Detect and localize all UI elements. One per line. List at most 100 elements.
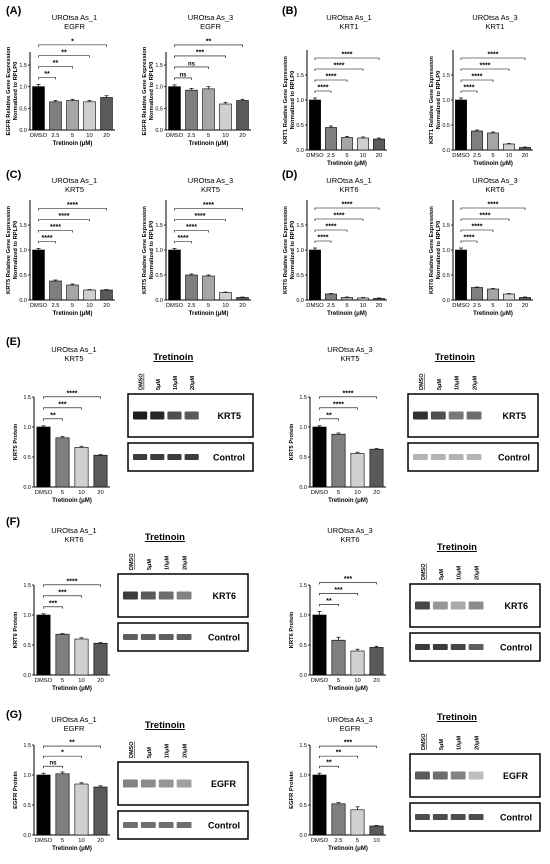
y-tick-label: 1.5	[19, 63, 27, 69]
y-tick-label: 0.5	[442, 123, 450, 129]
target-label: KRT5	[502, 411, 526, 421]
lane-label: 5μM	[147, 559, 153, 570]
target-band	[415, 771, 430, 780]
significance-bracket	[319, 745, 377, 749]
lane-label: 10μM	[165, 556, 171, 570]
chart-title: UROtsa As_3	[188, 13, 233, 22]
significance-label: **	[336, 750, 342, 757]
y-axis-label: Normalized to RPLP0	[149, 62, 155, 121]
lane-label: 5μM	[147, 747, 153, 758]
panel-label-d: (D)	[282, 169, 298, 181]
y-tick-label: 0.5	[299, 455, 307, 461]
y-axis-label: EGFR Relative Gene Expression	[6, 46, 12, 135]
bar	[503, 143, 515, 151]
significance-bracket	[460, 207, 526, 210]
target-band	[413, 411, 428, 420]
x-axis-label: Tretinoin (μM)	[53, 311, 93, 317]
target-band	[140, 779, 156, 788]
significance-label: **	[53, 60, 59, 67]
significance-bracket	[38, 230, 73, 233]
bar	[49, 280, 62, 301]
x-tick-label: 20	[376, 303, 382, 309]
chart-subtitle: EGFR	[64, 724, 85, 733]
significance-label: ****	[472, 74, 483, 81]
x-tick-label: 5	[61, 490, 64, 496]
y-tick-label: 1.5	[155, 63, 163, 69]
x-tick-label: 10	[78, 838, 84, 844]
chart-subtitle: EGFR	[200, 22, 221, 31]
target-band	[133, 411, 148, 420]
x-tick-label: 20	[376, 153, 382, 159]
significance-bracket	[314, 218, 364, 221]
y-tick-label: 0.0	[23, 673, 31, 679]
significance-label: ****	[67, 578, 78, 585]
significance-label: ****	[343, 390, 354, 397]
bar	[455, 249, 467, 301]
target-band	[184, 411, 199, 420]
bar	[55, 773, 70, 836]
significance-bracket	[460, 57, 526, 60]
x-tick-label: 5	[491, 303, 494, 309]
significance-label: **	[326, 760, 332, 767]
x-tick-label: DMSO	[35, 490, 53, 496]
control-band	[123, 634, 138, 640]
y-tick-label: 0.0	[296, 148, 304, 154]
x-tick-label: DMSO	[35, 678, 53, 684]
lane-label: DMSO	[139, 373, 145, 390]
x-axis-label: Tretinoin (μM)	[327, 161, 367, 167]
x-tick-label: 10	[78, 678, 84, 684]
bar	[49, 101, 62, 131]
control-band	[167, 454, 182, 460]
bar	[312, 426, 327, 488]
target-band	[158, 779, 174, 788]
chart-title: UROtsa As_1	[51, 345, 96, 354]
bar	[312, 774, 327, 836]
y-tick-label: 0.5	[155, 273, 163, 279]
significance-bracket	[319, 765, 339, 769]
y-tick-label: 0.5	[19, 273, 27, 279]
x-tick-label: 10	[86, 303, 92, 309]
y-axis-label: KRT5 Relative Gene Expression	[142, 206, 148, 294]
bar	[66, 284, 79, 301]
x-axis-label: Tretinoin (μM)	[327, 311, 367, 317]
y-tick-label: 1.5	[155, 223, 163, 229]
chart-title: UROtsa As_1	[326, 176, 371, 185]
y-tick-label: 0.5	[296, 273, 304, 279]
significance-label: ****	[67, 390, 78, 397]
significance-bracket	[319, 604, 339, 607]
significance-bracket	[314, 68, 364, 71]
y-tick-label: 1.0	[19, 85, 27, 91]
chart-title: UROtsa As_3	[327, 526, 372, 535]
significance-bracket	[460, 79, 494, 82]
control-label: Control	[208, 821, 240, 831]
y-tick-label: 0.5	[442, 273, 450, 279]
y-tick-label: 1.5	[442, 73, 450, 79]
significance-label: ****	[186, 224, 197, 231]
x-tick-label: 20	[373, 678, 379, 684]
chart-title: UROtsa As_3	[472, 13, 517, 22]
lane-label: DMSO	[129, 553, 135, 570]
significance-bracket	[174, 219, 226, 222]
x-tick-label: 5	[337, 678, 340, 684]
lane-label: 10μM	[457, 736, 463, 750]
control-label: Control	[213, 453, 245, 463]
chart-subtitle: KRT6	[340, 535, 359, 544]
control-label: Control	[500, 813, 532, 823]
significance-label: ***	[58, 401, 66, 408]
target-band	[158, 591, 174, 600]
x-tick-label: 5	[71, 133, 74, 139]
y-axis-label: Normalized to RPLP0	[13, 62, 19, 121]
bar	[331, 433, 346, 488]
significance-bracket	[314, 207, 380, 210]
significance-bracket	[319, 582, 377, 585]
control-band	[432, 814, 448, 820]
x-axis-label: Tretinoin (μM)	[189, 141, 229, 147]
target-label: KRT6	[504, 601, 528, 611]
lane-label: DMSO	[419, 373, 425, 390]
x-axis-label: Tretinoin (μM)	[52, 498, 92, 504]
x-tick-label: 5	[207, 303, 210, 309]
